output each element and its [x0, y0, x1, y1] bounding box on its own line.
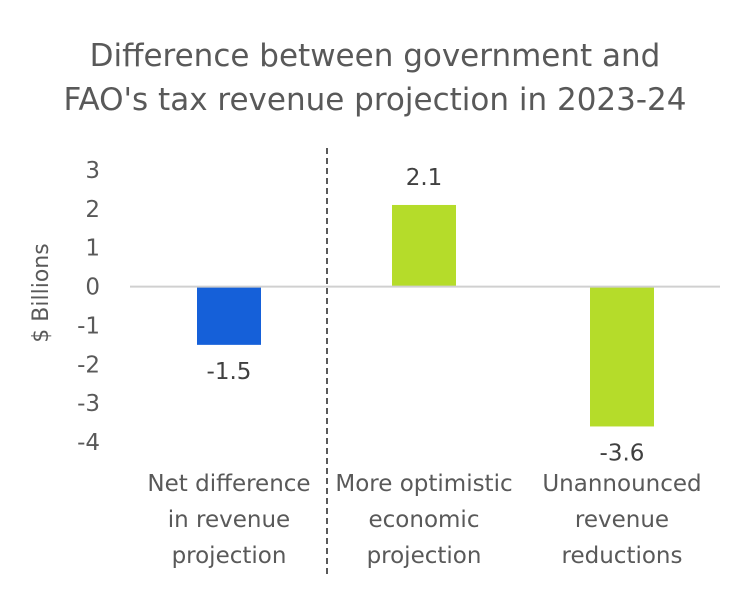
data-label: -3.6	[600, 440, 645, 466]
y-tick-label: 2	[85, 197, 100, 223]
bar	[197, 287, 261, 345]
category-label: reductions	[562, 543, 683, 569]
category-label: More optimistic	[335, 471, 512, 497]
category-label: projection	[172, 543, 287, 569]
y-tick-label: -4	[77, 430, 100, 456]
y-axis-label: $ Billions	[29, 243, 54, 342]
y-axis-ticks: 3 2 1 0 -1 -2 -3 -4	[77, 158, 100, 456]
category-label: projection	[367, 543, 482, 569]
bar-chart: 3 2 1 0 -1 -2 -3 -4 -1.5 2.1 -3.6 Net difference in…	[0, 0, 750, 609]
plot-area: -1.5 2.1 -3.6 Net difference in revenue proje…	[130, 148, 720, 575]
y-tick-label: -2	[77, 352, 100, 378]
category-label: Unannounced	[542, 471, 701, 497]
bar	[392, 205, 456, 287]
category-label: revenue	[575, 507, 669, 533]
bar	[590, 287, 654, 427]
y-tick-label: 0	[85, 275, 100, 301]
category-label: economic	[369, 507, 480, 533]
data-label: 2.1	[406, 165, 443, 191]
y-tick-label: -3	[77, 391, 100, 417]
y-tick-label: -1	[77, 313, 100, 339]
category-label: in revenue	[168, 507, 290, 533]
data-label: -1.5	[207, 359, 252, 385]
y-tick-label: 3	[85, 158, 100, 184]
category-label: Net difference	[147, 471, 310, 497]
y-tick-label: 1	[85, 236, 100, 262]
